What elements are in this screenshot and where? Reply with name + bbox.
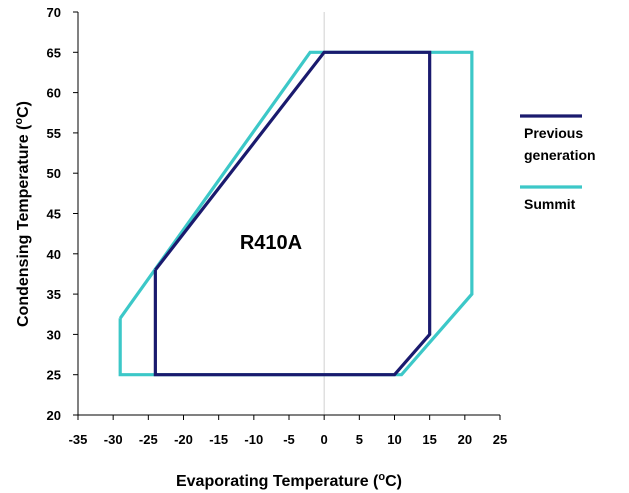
- x-tick-label: -35: [69, 432, 88, 447]
- y-tick-label: 35: [47, 287, 61, 302]
- x-tick-label: -30: [104, 432, 123, 447]
- y-tick-label: 55: [47, 126, 61, 141]
- x-tick-labels: -35 -30 -25 -20 -15 -10 -5 0 5 10 15 20 25: [69, 415, 508, 447]
- y-tick-label: 65: [47, 45, 61, 60]
- y-tick-label: 30: [47, 327, 61, 342]
- series-lines: [120, 52, 472, 374]
- x-tick-label: -25: [139, 432, 158, 447]
- legend: Previous generation Summit: [520, 116, 596, 212]
- y-tick-label: 60: [47, 86, 61, 101]
- x-tick-label: 15: [422, 432, 436, 447]
- x-tick-label: 10: [387, 432, 401, 447]
- legend-label: generation: [524, 147, 596, 163]
- y-tick-labels: 20 25 30 35 40 45 50 55 60 65 70: [47, 5, 78, 423]
- x-axis-title: Evaporating Temperature (oC): [176, 471, 402, 490]
- x-tick-label: 25: [493, 432, 507, 447]
- y-axis-title: Condensing Temperature (oC): [13, 101, 32, 327]
- annotation-label: R410A: [240, 232, 302, 254]
- x-tick-label: 20: [458, 432, 472, 447]
- x-tick-label: -10: [244, 432, 263, 447]
- y-tick-label: 40: [47, 247, 61, 262]
- x-tick-label: 5: [356, 432, 363, 447]
- legend-label: Previous: [524, 125, 583, 141]
- y-tick-label: 50: [47, 166, 61, 181]
- y-tick-label: 70: [47, 5, 61, 20]
- x-tick-label: 0: [321, 432, 328, 447]
- x-tick-label: -5: [283, 432, 295, 447]
- axes: [78, 12, 500, 415]
- y-tick-label: 25: [47, 368, 61, 383]
- legend-label: Summit: [524, 196, 576, 212]
- x-tick-label: -15: [209, 432, 228, 447]
- y-tick-label: 45: [47, 207, 61, 222]
- y-tick-label: 20: [47, 408, 61, 423]
- x-tick-label: -20: [174, 432, 193, 447]
- series-line-summit: [120, 52, 472, 374]
